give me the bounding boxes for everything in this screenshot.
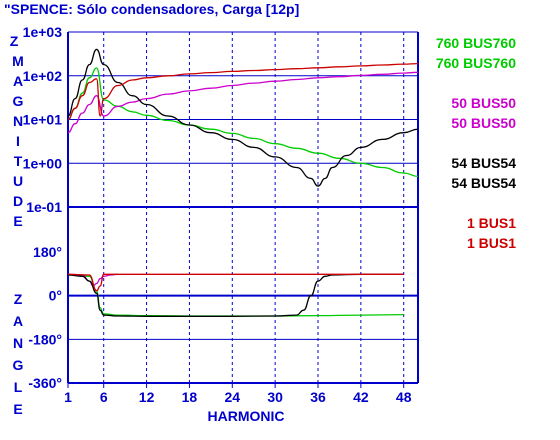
magnitude-tick-label: 1e+01 <box>23 112 63 128</box>
x-tick-label: 1 <box>64 389 72 405</box>
x-tick-label: 48 <box>396 389 412 405</box>
magnitude-ylabel-letter: I <box>16 133 20 149</box>
magnitude-ylabel-letter: U <box>13 173 23 189</box>
tick-labels: 1e+03 1e+02 1e+01 1e+00 1e-01 180° 0° -180° -360… <box>23 24 412 405</box>
x-tick-label: 18 <box>182 389 198 405</box>
magnitude-ylabel-letter: D <box>13 193 23 209</box>
angle-tick-label: -360° <box>28 375 62 391</box>
angle-ylabel-letter: L <box>14 379 23 395</box>
magnitude-ylabel-letter: Z <box>10 33 19 49</box>
angle-ylabel-letter: A <box>13 313 23 329</box>
legend-entry: 760 BUS760 <box>436 55 516 71</box>
legend-entry: 1 BUS1 <box>467 215 516 231</box>
legend: 760 BUS760 760 BUS760 50 BUS50 50 BUS50 54 B… <box>436 35 516 251</box>
magnitude-ylabel-letter: M <box>12 53 24 69</box>
magnitude-tick-label: 1e+03 <box>23 24 63 40</box>
magnitude-tick-label: 1e-01 <box>26 199 62 215</box>
angle-ylabel-letter: E <box>13 401 22 417</box>
magnitude-line-760-bus760 <box>67 67 419 178</box>
magnitude-line-1-bus1 <box>67 62 419 121</box>
angle-tick-label: -180° <box>28 331 62 347</box>
magnitude-tick-label: 1e+02 <box>23 68 63 84</box>
x-tick-label: 12 <box>139 389 155 405</box>
magnitude-tick-label: 1e+00 <box>23 155 63 171</box>
x-tick-label: 6 <box>100 389 108 405</box>
magnitude-series <box>67 48 419 187</box>
legend-entry: 54 BUS54 <box>451 155 516 171</box>
magnitude-ylabel-letter: G <box>13 93 24 109</box>
x-tick-label: 42 <box>353 389 369 405</box>
angle-tick-label: 180° <box>33 244 62 260</box>
angle-ylabel-letter: N <box>13 335 23 351</box>
x-tick-label: 24 <box>224 389 240 405</box>
magnitude-ylabel-letter: T <box>14 153 23 169</box>
magnitude-ylabel-letter: E <box>13 213 22 229</box>
angle-series <box>67 273 404 317</box>
axes <box>67 32 419 388</box>
legend-entry: 50 BUS50 <box>451 115 516 131</box>
magnitude-grid <box>68 31 418 383</box>
angle-line-54-bus54 <box>67 273 404 317</box>
magnitude-line-54-bus54 <box>67 48 419 187</box>
legend-entry: 760 BUS760 <box>436 35 516 51</box>
magnitude-line-50-bus50 <box>67 71 419 134</box>
magnitude-ylabel-letter: N <box>13 113 23 129</box>
angle-grid <box>68 294 418 340</box>
angle-ylabel-letter: Z <box>14 291 23 307</box>
x-tick-label: 30 <box>267 389 283 405</box>
angle-tick-label: 0° <box>49 288 62 304</box>
angle-line-50-bus50 <box>67 273 119 287</box>
x-tick-label: 36 <box>310 389 326 405</box>
legend-entry: 54 BUS54 <box>451 175 516 191</box>
x-axis-label: HARMONIC <box>208 408 285 424</box>
legend-entry: 1 BUS1 <box>467 235 516 251</box>
chart-title: "SPENCE: Sólo condensadores, Carga [12p] <box>4 1 299 17</box>
angle-line-1-bus1 <box>67 273 404 292</box>
magnitude-ylabel-letter: A <box>13 73 23 89</box>
legend-entry: 50 BUS50 <box>451 95 516 111</box>
angle-ylabel-letter: G <box>13 357 24 373</box>
